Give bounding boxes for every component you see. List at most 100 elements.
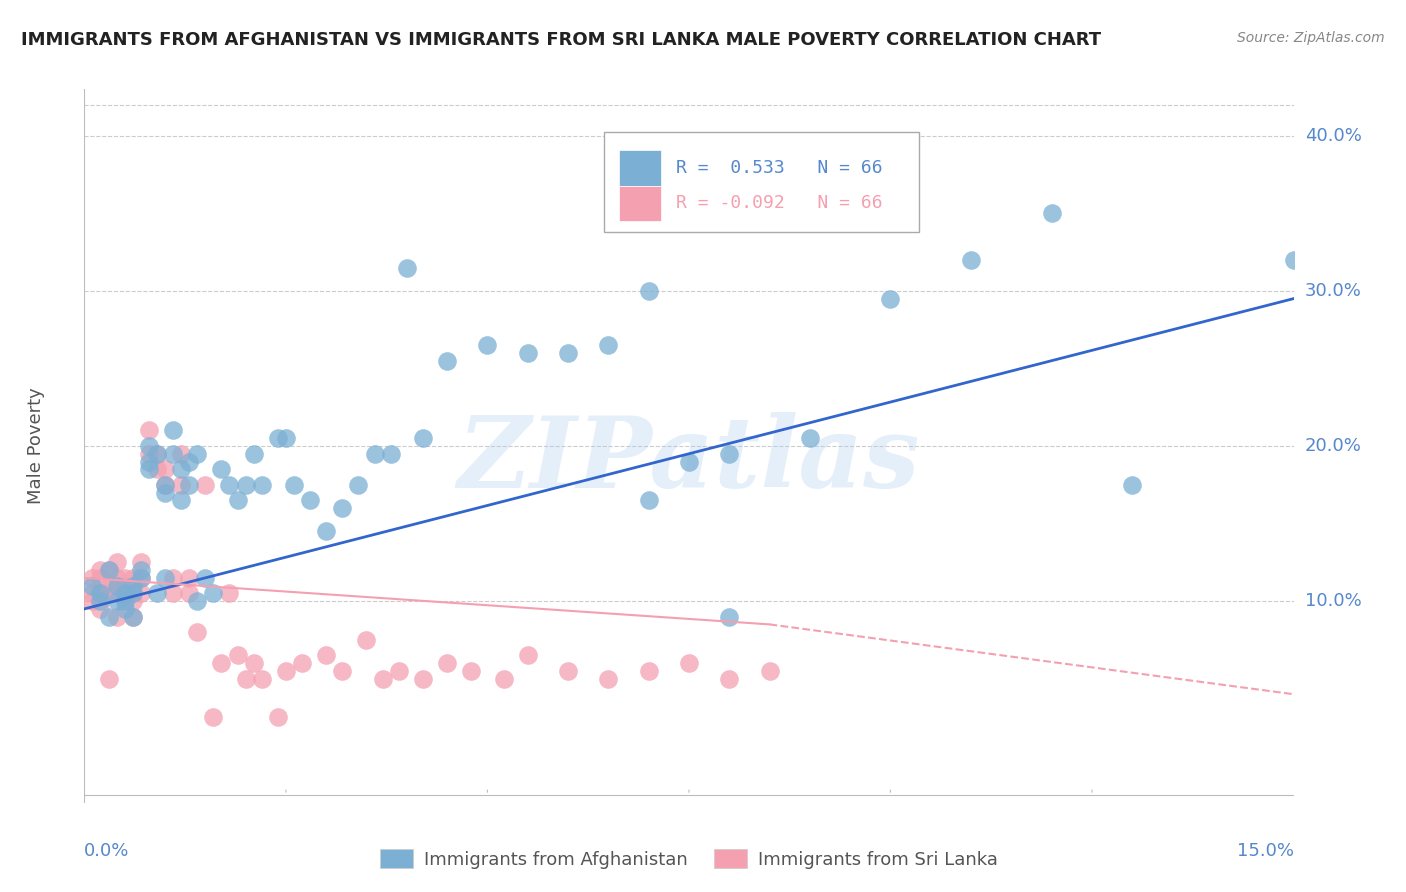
- Point: [146, 447, 169, 461]
- Point: [235, 477, 257, 491]
- Point: [179, 586, 201, 600]
- Point: [460, 664, 482, 678]
- Point: [637, 284, 659, 298]
- Point: [412, 431, 434, 445]
- Bar: [619, 150, 661, 186]
- Point: [146, 586, 169, 600]
- Text: 15.0%: 15.0%: [1236, 842, 1294, 860]
- Point: [380, 447, 402, 461]
- Point: [97, 579, 120, 593]
- Text: Male Poverty: Male Poverty: [27, 388, 45, 504]
- Point: [97, 563, 120, 577]
- Text: IMMIGRANTS FROM AFGHANISTAN VS IMMIGRANTS FROM SRI LANKA MALE POVERTY CORRELATIO: IMMIGRANTS FROM AFGHANISTAN VS IMMIGRANT…: [21, 31, 1101, 49]
- Point: [250, 477, 273, 491]
- Point: [202, 710, 225, 724]
- Point: [226, 493, 249, 508]
- Text: Source: ZipAtlas.com: Source: ZipAtlas.com: [1237, 31, 1385, 45]
- Point: [121, 609, 143, 624]
- Point: [879, 292, 901, 306]
- Point: [170, 493, 193, 508]
- Point: [516, 648, 538, 663]
- Point: [82, 586, 104, 600]
- Point: [170, 462, 193, 476]
- Point: [82, 571, 104, 585]
- Point: [299, 493, 322, 508]
- Text: 30.0%: 30.0%: [1305, 282, 1361, 300]
- Point: [162, 424, 184, 438]
- Point: [218, 586, 240, 600]
- Point: [637, 493, 659, 508]
- Point: [121, 609, 143, 624]
- Bar: [619, 186, 661, 221]
- Point: [89, 586, 111, 600]
- Point: [129, 555, 152, 569]
- Point: [153, 477, 176, 491]
- Point: [226, 648, 249, 663]
- Point: [153, 477, 176, 491]
- Point: [129, 586, 152, 600]
- Point: [97, 586, 120, 600]
- Point: [477, 338, 499, 352]
- Point: [121, 586, 143, 600]
- Point: [105, 609, 128, 624]
- Point: [129, 563, 152, 577]
- Point: [1121, 477, 1143, 491]
- Point: [799, 431, 821, 445]
- Point: [291, 656, 314, 670]
- Point: [97, 672, 120, 686]
- Point: [283, 477, 305, 491]
- Point: [436, 353, 458, 368]
- Point: [347, 477, 370, 491]
- Point: [186, 594, 208, 608]
- FancyBboxPatch shape: [605, 132, 918, 232]
- Point: [89, 602, 111, 616]
- Point: [718, 672, 741, 686]
- Point: [138, 462, 160, 476]
- Point: [114, 571, 136, 585]
- Point: [105, 571, 128, 585]
- Point: [194, 477, 217, 491]
- Point: [209, 656, 232, 670]
- Point: [356, 632, 378, 647]
- Point: [105, 586, 128, 600]
- Point: [371, 672, 394, 686]
- Point: [121, 586, 143, 600]
- Point: [274, 431, 297, 445]
- Point: [146, 462, 169, 476]
- Point: [194, 571, 217, 585]
- Point: [758, 664, 780, 678]
- Point: [105, 579, 128, 593]
- Point: [146, 447, 169, 461]
- Point: [179, 571, 201, 585]
- Point: [186, 625, 208, 640]
- Point: [138, 447, 160, 461]
- Point: [202, 586, 225, 600]
- Point: [678, 454, 700, 468]
- Point: [138, 454, 160, 468]
- Text: 0.0%: 0.0%: [84, 842, 129, 860]
- Point: [82, 579, 104, 593]
- Point: [179, 454, 201, 468]
- Point: [153, 485, 176, 500]
- Point: [89, 594, 111, 608]
- Legend: Immigrants from Afghanistan, Immigrants from Sri Lanka: Immigrants from Afghanistan, Immigrants …: [373, 842, 1005, 876]
- Point: [1282, 252, 1305, 267]
- Point: [105, 555, 128, 569]
- Point: [162, 447, 184, 461]
- Point: [388, 664, 411, 678]
- Point: [138, 424, 160, 438]
- Point: [557, 346, 579, 360]
- Point: [97, 563, 120, 577]
- Point: [114, 586, 136, 600]
- Point: [718, 609, 741, 624]
- Point: [82, 594, 104, 608]
- Point: [129, 571, 152, 585]
- Point: [114, 594, 136, 608]
- Point: [960, 252, 983, 267]
- Point: [129, 571, 152, 585]
- Point: [170, 447, 193, 461]
- Text: 40.0%: 40.0%: [1305, 127, 1361, 145]
- Point: [114, 586, 136, 600]
- Text: ZIPatlas: ZIPatlas: [458, 412, 920, 508]
- Point: [557, 664, 579, 678]
